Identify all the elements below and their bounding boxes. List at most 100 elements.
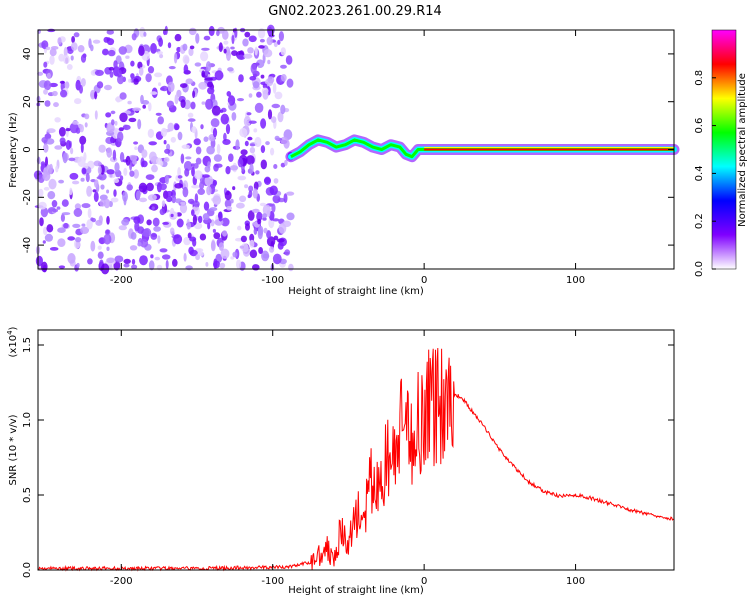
spectrogram-noise-cell xyxy=(57,238,66,248)
spectrogram-noise-cell xyxy=(80,54,87,63)
y-tick-label: 0.5 xyxy=(22,487,33,503)
spectrogram-noise-cell xyxy=(51,200,58,208)
spectrogram-noise-cell xyxy=(236,259,242,270)
spectrogram-noise-cell xyxy=(106,29,115,35)
spectrogram-noise-cell xyxy=(43,61,48,68)
spectrogram-noise-cell xyxy=(218,211,223,222)
spectrogram-noise-cell xyxy=(225,123,231,135)
spectrogram-noise-cell xyxy=(119,152,125,163)
spectrogram-noise-cell xyxy=(106,257,115,264)
colorbar-tick-label: 0.2 xyxy=(694,213,705,229)
spectrogram-noise-cell xyxy=(116,69,122,78)
spectrogram-noise-cell xyxy=(65,128,71,132)
spectrogram-noise-cell xyxy=(180,83,188,88)
spectrogram-noise-cell xyxy=(280,47,286,56)
spectrogram-noise-cell xyxy=(86,185,92,197)
spectrogram-noise-cell xyxy=(123,167,128,176)
spectrogram-noise-cell xyxy=(277,242,284,250)
spectrogram-noise-cell xyxy=(225,166,231,175)
spectrogram-noise-cell xyxy=(242,38,249,47)
snr-series-line xyxy=(37,347,675,572)
spectrogram-noise-cell xyxy=(227,67,234,72)
spectrogram-noise-cell xyxy=(231,34,235,45)
spectrogram-noise-cell xyxy=(40,161,46,166)
spectrogram-noise-cell xyxy=(272,194,281,204)
spectrogram-noise-cell xyxy=(198,81,208,90)
spectrogram-noise-cell xyxy=(105,229,110,235)
spectrogram-noise-cell xyxy=(191,126,197,134)
spectrogram-noise-cell xyxy=(41,261,48,273)
x-tick-label: -100 xyxy=(261,275,284,286)
spectrogram-noise-cell xyxy=(166,196,173,203)
spectrogram-noise-cell xyxy=(248,93,253,98)
spectrogram-noise-cell xyxy=(95,219,103,226)
spectrogram-noise-cell xyxy=(265,141,270,146)
spectrogram-noise-cell xyxy=(285,55,293,65)
spectrogram-noise-cell xyxy=(62,152,68,164)
spectrogram-noise-cell xyxy=(180,99,186,108)
spectrogram-noise-cell xyxy=(106,169,115,175)
spectrogram-noise-cell xyxy=(201,101,206,105)
y-tick-label: -20 xyxy=(22,189,33,205)
spectrogram-noise-cell xyxy=(199,233,207,241)
spectrogram-noise-cell xyxy=(128,78,132,83)
snr-x-axis-label: Height of straight line (km) xyxy=(288,585,424,596)
spectrogram-noise-cell xyxy=(43,143,49,153)
spectrogram-noise-cell xyxy=(64,81,70,89)
spectrogram-noise-cell xyxy=(106,246,110,251)
spectrogram-noise-cell xyxy=(104,84,112,91)
spectrogram-noise-cell xyxy=(125,55,130,59)
spectrogram-noise-cell xyxy=(159,248,168,253)
spectrogram-noise-cell xyxy=(266,230,272,239)
spectrogram-noise-cell xyxy=(286,78,294,88)
y-tick-label: -40 xyxy=(22,237,33,253)
spectrogram-noise-cell xyxy=(228,153,234,162)
spectrogram-noise-cell xyxy=(254,46,258,56)
spectrogram-noise-cell xyxy=(118,46,128,55)
spectrogram-noise-cell xyxy=(43,186,50,191)
spectrogram-noise-cell xyxy=(119,92,127,100)
spectrogram-noise-cell xyxy=(179,203,188,214)
spectrogram-noise-cell xyxy=(195,254,201,261)
spectrogram-noise-cell xyxy=(174,183,183,189)
spectrogram-noise-cell xyxy=(187,118,196,122)
spectrogram-noise-cell xyxy=(213,258,218,270)
spectrogram-noise-cell xyxy=(173,211,178,219)
spectrogram-noise-cell xyxy=(260,159,267,170)
spectrogram-noise-cell xyxy=(90,217,94,222)
spectrogram-noise-cell xyxy=(97,166,102,175)
spectrogram-noise-cell xyxy=(49,55,55,65)
spectrogram-noise-cell xyxy=(277,39,281,45)
spectrogram-noise-cell xyxy=(173,52,178,64)
spectrogram-noise-cell xyxy=(133,216,141,224)
spectrogram-noise-cell xyxy=(90,89,96,100)
spectrogram-noise-cell xyxy=(177,131,183,141)
spectrogram-noise-cell xyxy=(237,54,246,60)
spectrogram-noise-cell xyxy=(69,122,79,134)
spectrogram-noise-cell xyxy=(202,213,210,221)
spectrogram-noise-cell xyxy=(187,198,195,204)
spectrogram-noise-cell xyxy=(226,50,231,61)
spectrogram-noise-cell xyxy=(244,31,251,38)
spectrogram-noise-cell xyxy=(239,245,244,249)
spectrogram-noise-cell xyxy=(121,218,130,226)
spectrogram-noise-cell xyxy=(187,112,194,118)
spectrogram-noise-cell xyxy=(157,235,161,244)
spectrogram-noise-cell xyxy=(131,33,137,41)
spectrogram-noise-cell xyxy=(220,113,229,125)
spectrogram-noise-cell xyxy=(230,198,234,204)
spectrogram-noise-cell xyxy=(130,232,137,240)
spectrogram-noise-cell xyxy=(163,140,167,145)
spectrogram-noise-cell xyxy=(200,124,204,130)
spectrogram-noise-cell xyxy=(161,254,171,260)
spectrogram-noise-cell xyxy=(137,241,142,247)
spectrogram-noise-cell xyxy=(154,256,161,261)
spectrogram-noise-cell xyxy=(114,120,118,126)
spectrogram-noise-cell xyxy=(114,255,124,263)
spectrogram-noise-cell xyxy=(172,258,178,267)
spectrogram-noise-cell xyxy=(57,37,62,45)
x-tick-label: -200 xyxy=(110,275,133,286)
spectrogram-noise-cell xyxy=(252,81,260,89)
spectrogram-noise-cell xyxy=(273,178,279,184)
